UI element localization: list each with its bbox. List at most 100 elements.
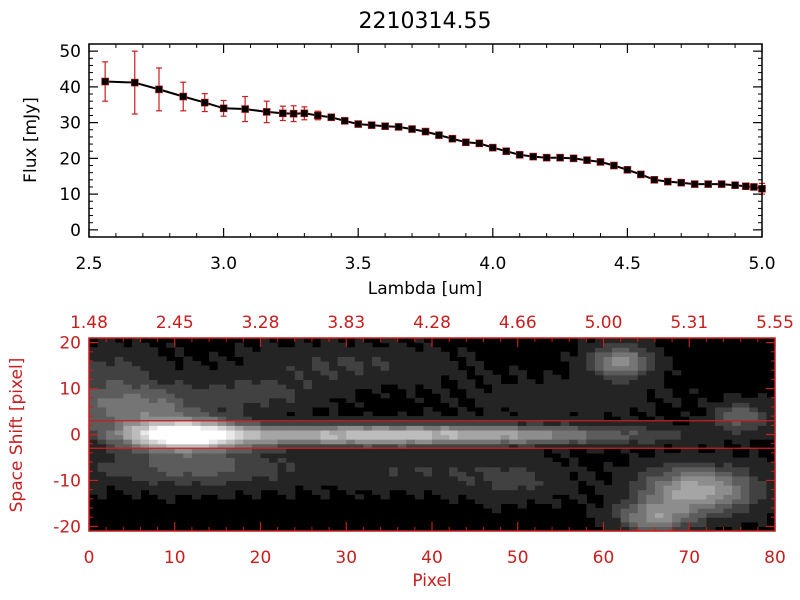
image-cell (423, 383, 433, 390)
image-cell (543, 485, 553, 491)
image-cell (166, 374, 176, 380)
image-cell (569, 360, 579, 367)
image-cell (629, 338, 639, 344)
image-cell (723, 462, 733, 468)
data-point (663, 177, 672, 186)
image-cell (569, 370, 579, 376)
image-cell (174, 425, 184, 431)
image-cell (423, 356, 433, 362)
image-cell (654, 351, 665, 357)
image-cell (303, 374, 313, 380)
image-cell (157, 420, 167, 426)
image-cell (629, 462, 639, 468)
image-cell (183, 471, 193, 477)
image-cell (500, 448, 510, 454)
image-cell (200, 383, 210, 390)
image-cell (440, 429, 450, 436)
image-cell (166, 425, 176, 431)
image-cell (723, 406, 733, 413)
image-cell (654, 526, 665, 532)
image-cell (371, 489, 382, 495)
image-cell (269, 388, 279, 394)
image-cell (234, 342, 244, 348)
image-cell (337, 425, 347, 431)
image-cell (457, 457, 467, 463)
image-cell (97, 370, 107, 376)
image-cell (260, 448, 270, 454)
image-cell (131, 425, 142, 431)
image-cell (131, 452, 142, 459)
image-cell (620, 512, 630, 518)
image-cell (380, 416, 390, 422)
image-cell (397, 485, 407, 491)
image-cell (603, 393, 613, 399)
image-cell (603, 498, 613, 505)
image-cell (191, 397, 202, 403)
image-cell (149, 402, 159, 408)
image-cell (174, 370, 184, 376)
image-cell (620, 342, 630, 348)
image-cell (697, 429, 707, 436)
image-cell (337, 434, 347, 440)
image-cell (543, 425, 553, 431)
image-cell (346, 388, 356, 394)
image-cell (432, 462, 442, 468)
image-cell (346, 379, 356, 385)
image-cell (637, 347, 647, 353)
image-cell (689, 489, 699, 495)
image-cell (706, 416, 716, 422)
image-cell (354, 370, 364, 376)
image-cell (620, 397, 630, 403)
image-cell (577, 397, 587, 403)
image-cell (517, 457, 527, 463)
image-cell (466, 434, 476, 440)
image-cell (757, 475, 768, 482)
image-cell (217, 429, 227, 436)
image-cell (689, 425, 699, 431)
image-cell (209, 370, 219, 376)
image-cell (286, 439, 296, 445)
image-cell (106, 370, 116, 376)
image-cell (311, 420, 322, 426)
image-cell (389, 452, 399, 459)
image-cell (114, 360, 124, 367)
image-cell (131, 471, 142, 477)
image-cell (646, 471, 656, 477)
image-cell (114, 393, 124, 399)
image-cell (483, 370, 493, 376)
image-cell (251, 416, 262, 422)
image-cell (131, 393, 142, 399)
image-cell (766, 494, 776, 500)
image-cell (552, 462, 562, 468)
image-cell (740, 517, 750, 523)
image-cell (440, 360, 450, 367)
image-cell (97, 434, 107, 440)
image-cell (663, 393, 673, 399)
image-cell (646, 338, 656, 344)
image-cell (569, 393, 579, 399)
image-cell (474, 393, 485, 399)
spectrum-panel: 2210314.55 2.5 3.0 3.5 4.0 4.5 5.0 0102030405… (21, 9, 776, 299)
image-cell (251, 457, 262, 463)
image-cell (200, 397, 210, 403)
image-cell (174, 397, 184, 403)
image-cell (629, 475, 639, 482)
image-cell (629, 360, 639, 367)
image-cell (646, 517, 656, 523)
image-cell (114, 406, 124, 413)
image-cell (577, 379, 587, 385)
image-cell (603, 521, 613, 528)
image-cell (526, 383, 536, 390)
image-cell (200, 411, 210, 417)
image-cell (157, 425, 167, 431)
image-cell (492, 448, 502, 454)
image-cell (183, 439, 193, 445)
image-cell (569, 397, 579, 403)
data-point (502, 147, 511, 156)
image-cell (226, 393, 236, 399)
image-cell (757, 471, 768, 477)
image-cell (552, 416, 562, 422)
image-cell (140, 365, 150, 371)
image-cell (526, 448, 536, 454)
image-cell (320, 452, 330, 459)
